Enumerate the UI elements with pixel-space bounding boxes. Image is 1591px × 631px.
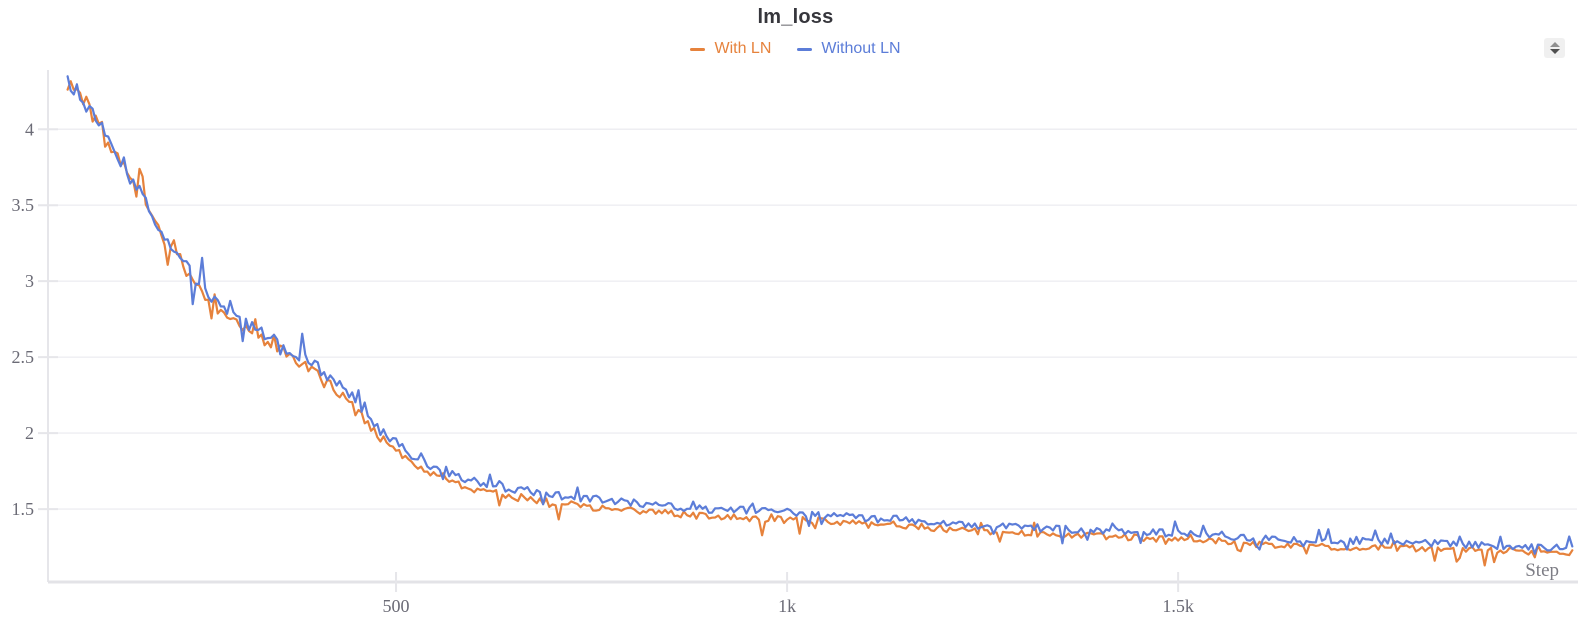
legend-dash-icon	[690, 47, 706, 51]
legend: With LN Without LN	[0, 40, 1591, 58]
legend-item-without-ln[interactable]: Without LN	[797, 40, 901, 58]
svg-text:3: 3	[25, 271, 34, 291]
legend-item-with-ln[interactable]: With LN	[690, 40, 771, 58]
svg-text:2.5: 2.5	[12, 347, 35, 367]
svg-text:2: 2	[25, 423, 34, 443]
svg-text:3.5: 3.5	[12, 195, 35, 215]
svg-text:4: 4	[25, 119, 34, 139]
svg-text:Step: Step	[1525, 560, 1559, 581]
panel-stepper-button[interactable]	[1544, 38, 1565, 58]
svg-text:1.5k: 1.5k	[1162, 596, 1194, 616]
svg-text:1k: 1k	[778, 596, 796, 616]
legend-dash-icon	[797, 47, 813, 51]
svg-text:500: 500	[383, 596, 410, 616]
chart-title: lm_loss	[757, 6, 834, 28]
svg-text:1.5: 1.5	[12, 499, 35, 519]
legend-label: Without LN	[821, 40, 901, 57]
chevron-up-icon	[1549, 42, 1560, 47]
legend-label: With LN	[714, 40, 772, 57]
chevron-down-icon	[1549, 49, 1560, 54]
